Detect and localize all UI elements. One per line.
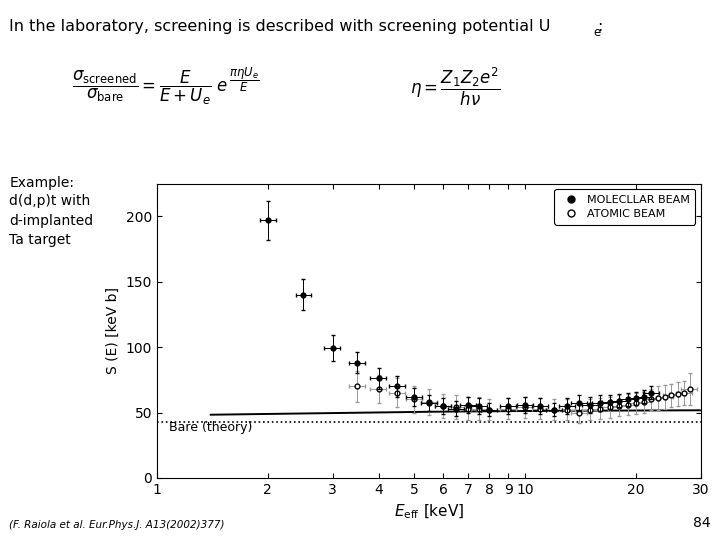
Text: :: : [598,19,603,34]
Text: $\eta = \dfrac{Z_1 Z_2 e^2}{h\nu}$: $\eta = \dfrac{Z_1 Z_2 e^2}{h\nu}$ [410,65,501,107]
Text: 84: 84 [693,516,711,530]
Text: $\dfrac{\sigma_{\rm screened}}{\sigma_{\rm bare}} = \dfrac{E}{E+U_e}\; e^{\,\dfr: $\dfrac{\sigma_{\rm screened}}{\sigma_{\… [72,65,259,107]
Text: (F. Raiola et al. Eur.Phys.J. A13(2002)377): (F. Raiola et al. Eur.Phys.J. A13(2002)3… [9,520,225,530]
X-axis label: $E_{\mathrm{eff}}$ [keV]: $E_{\mathrm{eff}}$ [keV] [394,502,464,521]
Text: Example:: Example: [9,176,74,190]
Text: e: e [593,26,600,39]
Y-axis label: S (E) [keV b]: S (E) [keV b] [106,287,120,374]
Legend: MOLECLLAR BEAM, ATOMIC BEAM: MOLECLLAR BEAM, ATOMIC BEAM [554,189,695,225]
Text: d(d,p)t with
d-implanted
Ta target: d(d,p)t with d-implanted Ta target [9,194,94,247]
Text: Bare (theory): Bare (theory) [169,421,253,434]
Text: In the laboratory, screening is described with screening potential U: In the laboratory, screening is describe… [9,19,551,34]
